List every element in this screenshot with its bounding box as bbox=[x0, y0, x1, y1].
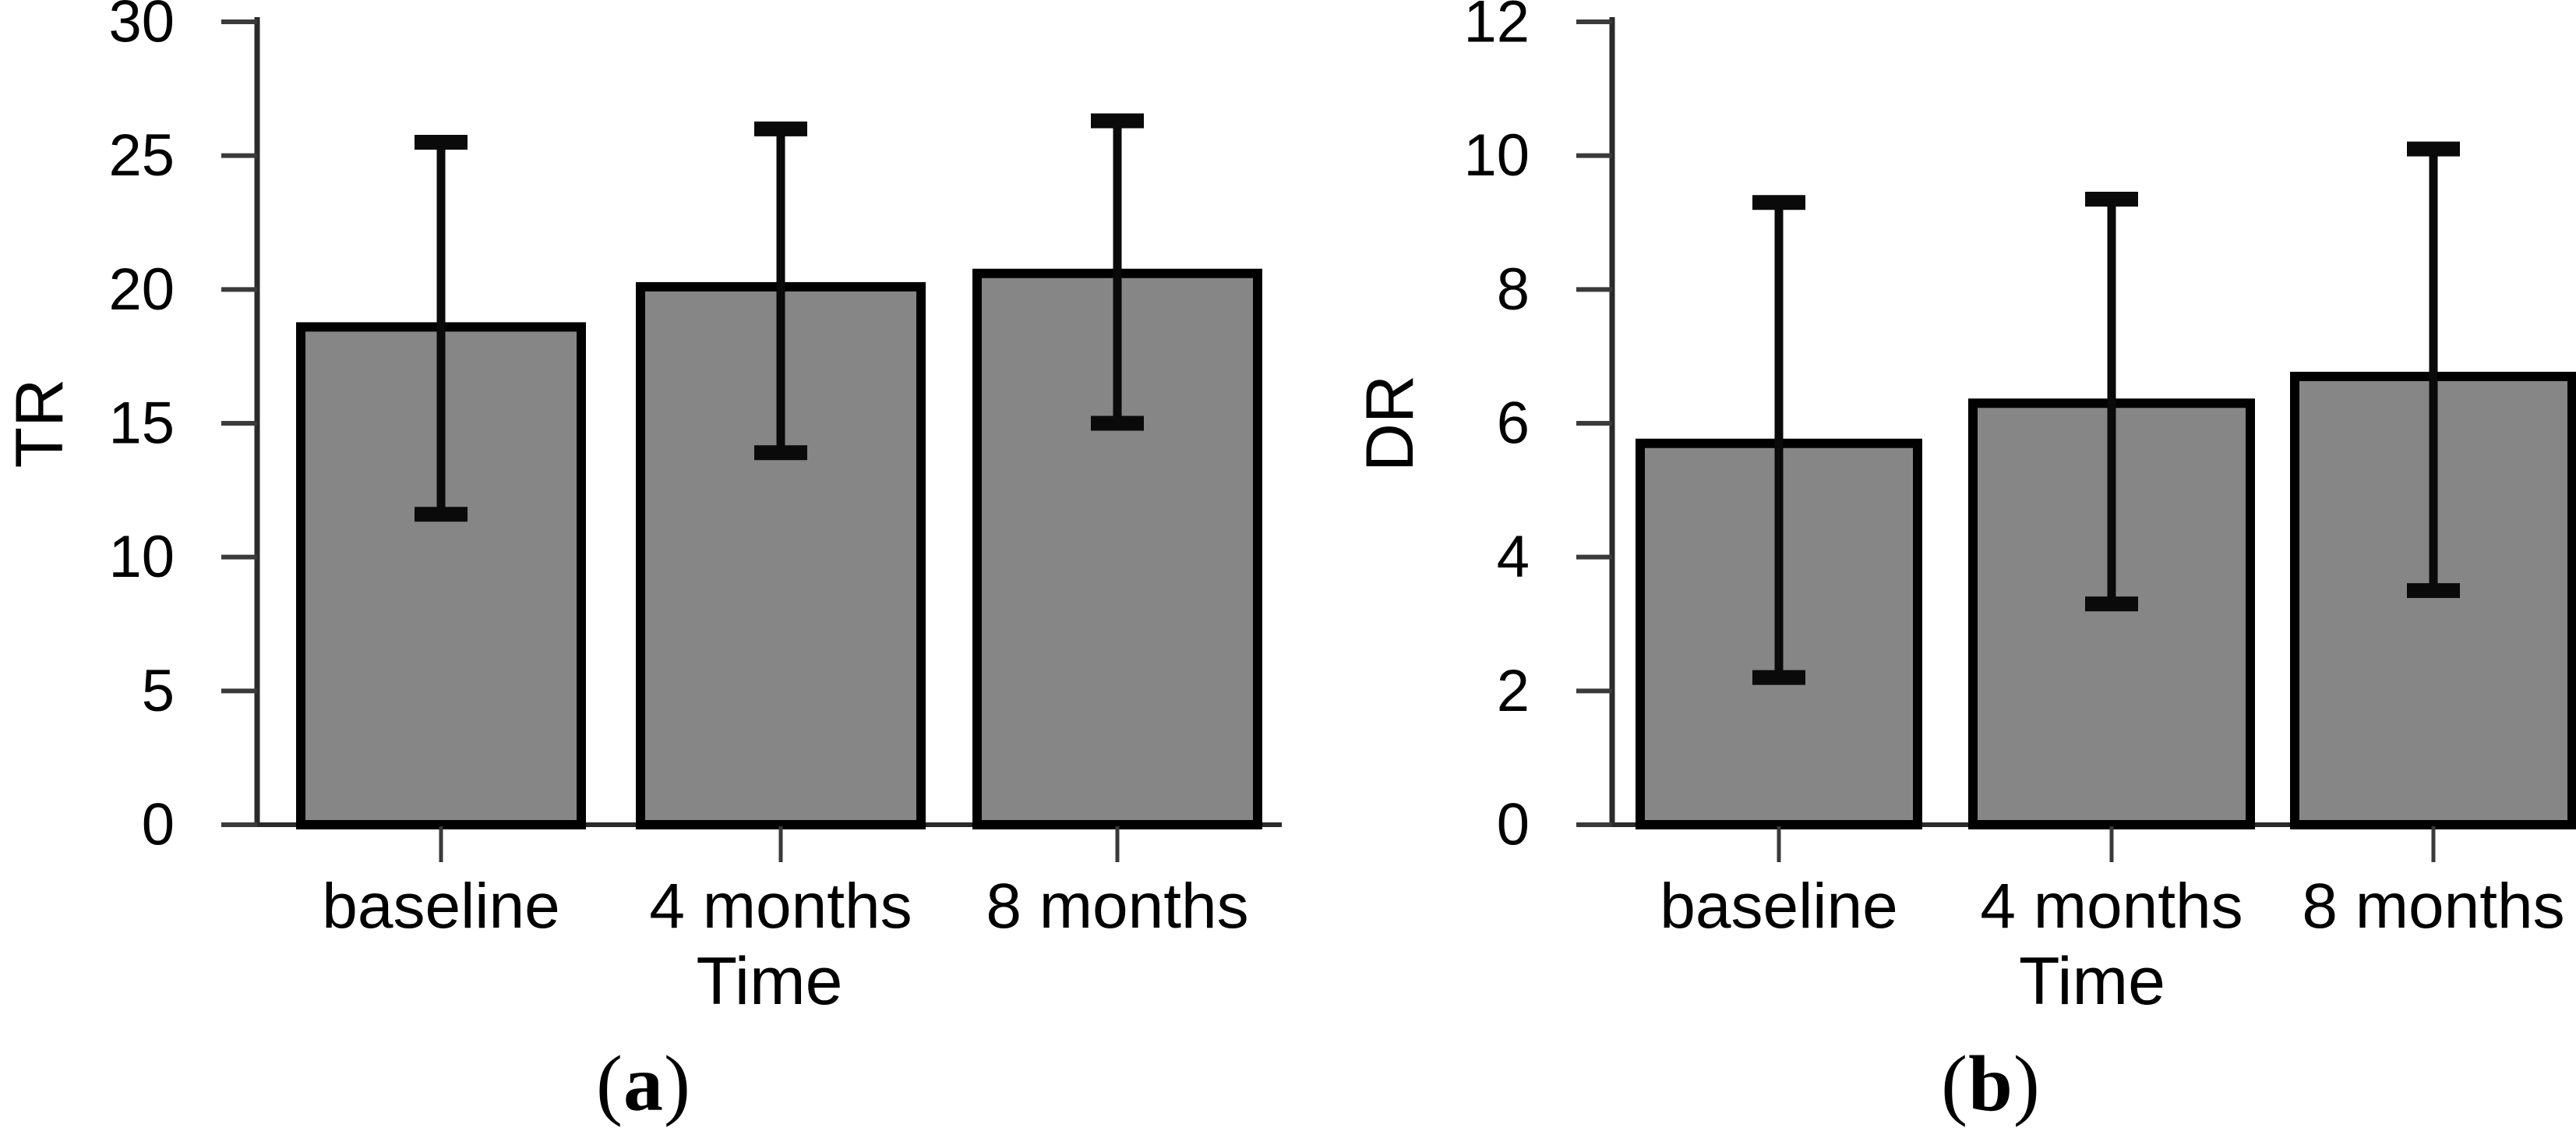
panel-b: 0 2 4 6 8 10 12 baseline 4 months 8 months Time DR … bbox=[1288, 0, 2576, 1142]
y-tick-label: 30 bbox=[108, 0, 175, 55]
caption-a-open: ( bbox=[596, 1040, 623, 1128]
caption-b: (b) bbox=[1804, 1038, 2178, 1130]
y-tick-label: 2 bbox=[1497, 658, 1530, 724]
y-axis-title: DR bbox=[1353, 375, 1427, 472]
y-tick-label: 10 bbox=[1463, 122, 1530, 189]
x-tick-label: baseline bbox=[1660, 871, 1897, 942]
x-tick-label: 8 months bbox=[2302, 871, 2564, 942]
y-tick-label: 4 bbox=[1497, 524, 1530, 590]
panel-a: 0 5 10 15 20 25 30 baseline 4 months 8 months Time… bbox=[2, 0, 1282, 1130]
caption-a-close: ) bbox=[664, 1040, 691, 1128]
y-tick-label: 10 bbox=[108, 524, 175, 590]
x-tick-label: 4 months bbox=[1980, 871, 2243, 942]
x-axis-title: Time bbox=[697, 944, 843, 1019]
y-tick-label: 8 bbox=[1497, 256, 1530, 323]
x-axis-title: Time bbox=[2019, 944, 2165, 1019]
y-tick-label: 5 bbox=[142, 658, 175, 724]
caption-b-open: ( bbox=[1941, 1040, 1969, 1128]
y-tick-label: 20 bbox=[108, 256, 175, 323]
x-tick-label: 8 months bbox=[986, 871, 1248, 942]
x-tick-label: 4 months bbox=[649, 871, 912, 942]
x-tick-label: baseline bbox=[322, 871, 559, 942]
y-tick-label: 0 bbox=[142, 792, 175, 858]
caption-b-letter: b bbox=[1968, 1040, 2013, 1128]
caption-a: (a) bbox=[457, 1038, 831, 1130]
y-tick-label: 15 bbox=[108, 391, 175, 457]
y-tick-label: 0 bbox=[1497, 792, 1530, 858]
chart-b: 0 2 4 6 8 10 12 baseline 4 months 8 months Time DR bbox=[1353, 0, 2576, 1019]
caption-a-letter: a bbox=[623, 1040, 664, 1128]
caption-b-close: ) bbox=[2013, 1040, 2041, 1128]
chart-a: 0 5 10 15 20 25 30 baseline 4 months 8 months Time… bbox=[2, 0, 1282, 1019]
y-tick-label: 12 bbox=[1463, 0, 1530, 55]
y-tick-label: 6 bbox=[1497, 391, 1530, 457]
y-axis-title: TR bbox=[2, 379, 77, 468]
y-tick-label: 25 bbox=[108, 122, 175, 189]
